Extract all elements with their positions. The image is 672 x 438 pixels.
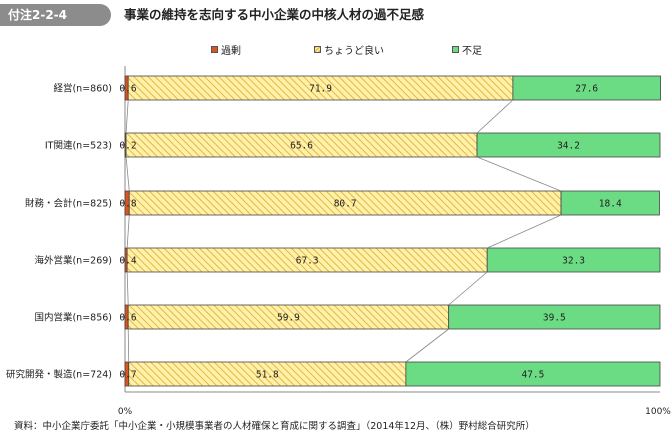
connector-line-1-1 — [476, 156, 562, 192]
source-note: 資料：中小企業庁委託「中小企業・小規模事業者の人材確保と育成に関する調査」（20… — [14, 421, 535, 432]
category-label-0: 経営(n=860) — [53, 83, 112, 95]
legend-swatch-shortage — [452, 46, 459, 53]
chart-legend: 過剰 ちょうど良い 不足 — [0, 42, 672, 57]
connector-line-0-3 — [126, 271, 129, 306]
category-label-3: 海外営業(n=269) — [34, 255, 112, 267]
value-label-excess-4: 0.6 — [119, 313, 136, 324]
bar-just-right-5 — [128, 361, 407, 387]
connector-line-1-2 — [487, 214, 562, 249]
value-label-shortage-5: 47.5 — [521, 370, 544, 381]
value-label-excess-1: 0.2 — [119, 141, 136, 152]
connector-line-1-4 — [405, 328, 449, 363]
legend-label-excess: 過剰 — [221, 46, 241, 57]
connector-line-0-4 — [127, 328, 130, 363]
value-label-excess-5: 0.7 — [119, 370, 136, 381]
bar-just-right-0 — [127, 75, 514, 101]
connector-line-1-0 — [476, 99, 514, 134]
category-label-4: 国内営業(n=856) — [34, 312, 112, 324]
bar-just-right-4 — [127, 304, 450, 330]
value-label-just-right-3: 67.3 — [296, 256, 319, 267]
x-tick-label-0: 0% — [118, 407, 133, 417]
connector-line-0-1 — [125, 156, 130, 192]
bar-shortage-2 — [560, 190, 660, 216]
bar-just-right-3 — [126, 247, 488, 273]
value-label-excess-3: 0.4 — [119, 256, 136, 267]
legend-swatch-excess — [211, 46, 218, 53]
value-label-shortage-2: 18.4 — [599, 199, 622, 210]
figure-header: 付注2-2-4 事業の維持を志向する中小企業の中核人材の過不足感 — [0, 0, 672, 30]
connector-line-0-2 — [126, 214, 130, 249]
category-label-1: IT関連(n=523) — [45, 140, 112, 152]
legend-label-just-right: ちょうど良い — [324, 46, 384, 57]
bar-shortage-5 — [405, 361, 661, 387]
category-label-5: 研究開発・製造(n=724) — [6, 369, 112, 381]
connector-line-1-3 — [448, 271, 488, 306]
value-label-just-right-1: 65.6 — [290, 141, 313, 152]
connector-line-0-0 — [125, 99, 129, 134]
value-label-just-right-2: 80.7 — [334, 199, 357, 210]
value-label-just-right-5: 51.8 — [256, 370, 279, 381]
legend-label-shortage: 不足 — [462, 46, 482, 57]
category-label-2: 財務・会計(n=825) — [25, 198, 112, 210]
value-label-shortage-3: 32.3 — [562, 256, 585, 267]
legend-item-shortage: 不足 — [452, 42, 482, 57]
bar-shortage-3 — [486, 247, 661, 273]
figure-label: 付注2-2-4 — [0, 4, 111, 26]
legend-swatch-just-right — [314, 46, 321, 53]
value-label-shortage-0: 27.6 — [575, 84, 598, 95]
bar-shortage-0 — [512, 75, 661, 101]
value-label-shortage-4: 39.5 — [543, 313, 566, 324]
value-label-shortage-1: 34.2 — [557, 141, 580, 152]
value-label-just-right-4: 59.9 — [277, 313, 300, 324]
bar-just-right-1 — [125, 132, 478, 158]
chart-title: 事業の維持を志向する中小企業の中核人材の過不足感 — [124, 7, 425, 22]
value-label-excess-2: 0.8 — [119, 199, 136, 210]
legend-item-excess: 過剰 — [211, 42, 241, 57]
value-label-just-right-0: 71.9 — [309, 84, 332, 95]
legend-item-just-right: ちょうど良い — [314, 42, 384, 57]
value-label-excess-0: 0.6 — [119, 84, 136, 95]
bar-shortage-1 — [476, 132, 661, 158]
x-tick-label-1: 100% — [645, 407, 671, 417]
bar-shortage-4 — [448, 304, 661, 330]
